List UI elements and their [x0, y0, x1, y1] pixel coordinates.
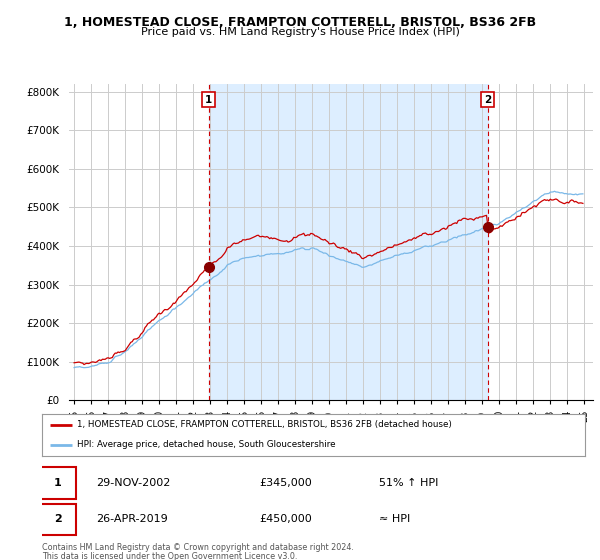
Text: 26-APR-2019: 26-APR-2019 [97, 515, 168, 524]
Text: HPI: Average price, detached house, South Gloucestershire: HPI: Average price, detached house, Sout… [77, 440, 336, 449]
Text: £345,000: £345,000 [259, 478, 312, 488]
Bar [209, 84, 488, 400]
Text: Contains HM Land Registry data © Crown copyright and database right 2024.: Contains HM Land Registry data © Crown c… [42, 543, 354, 552]
Text: £450,000: £450,000 [259, 515, 312, 524]
Text: 2: 2 [484, 95, 491, 105]
FancyBboxPatch shape [39, 468, 76, 498]
Text: ≈ HPI: ≈ HPI [379, 515, 410, 524]
Text: 1: 1 [54, 478, 62, 488]
Text: Price paid vs. HM Land Registry's House Price Index (HPI): Price paid vs. HM Land Registry's House … [140, 27, 460, 37]
Text: 29-NOV-2002: 29-NOV-2002 [97, 478, 170, 488]
Text: 1, HOMESTEAD CLOSE, FRAMPTON COTTERELL, BRISTOL, BS36 2FB (detached house): 1, HOMESTEAD CLOSE, FRAMPTON COTTERELL, … [77, 421, 452, 430]
Text: 1, HOMESTEAD CLOSE, FRAMPTON COTTERELL, BRISTOL, BS36 2FB: 1, HOMESTEAD CLOSE, FRAMPTON COTTERELL, … [64, 16, 536, 29]
FancyBboxPatch shape [39, 504, 76, 535]
Text: 2: 2 [54, 515, 62, 524]
Text: 51% ↑ HPI: 51% ↑ HPI [379, 478, 438, 488]
Text: 1: 1 [205, 95, 212, 105]
Text: This data is licensed under the Open Government Licence v3.0.: This data is licensed under the Open Gov… [42, 552, 298, 560]
